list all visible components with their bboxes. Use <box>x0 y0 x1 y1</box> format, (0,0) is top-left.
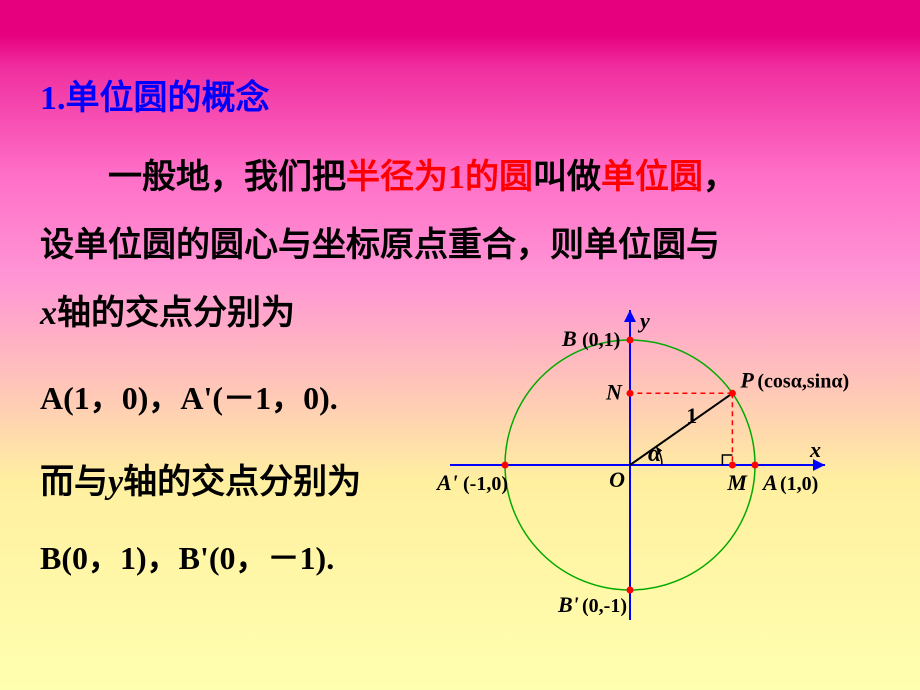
svg-text:y: y <box>637 308 650 333</box>
svg-text:M: M <box>726 470 748 495</box>
text-pre: 一般地，我们把 <box>108 159 346 196</box>
paragraph-1: 一般地，我们把半径为1的圆叫做单位圆， <box>40 144 880 212</box>
svg-text:P: P <box>739 367 754 392</box>
svg-text:N: N <box>605 379 623 404</box>
svg-text:x: x <box>809 437 821 462</box>
x-var: x <box>40 295 57 332</box>
svg-text:B: B <box>561 326 577 351</box>
text-radius: 半径为1的圆 <box>346 159 533 196</box>
svg-text:A: A <box>761 470 778 495</box>
svg-text:α: α <box>648 441 662 467</box>
text-tail: ， <box>703 159 737 196</box>
svg-text:O: O <box>609 467 625 492</box>
svg-text:1: 1 <box>686 403 697 428</box>
svg-text:(1,0): (1,0) <box>780 473 818 495</box>
text-between: 叫做 <box>533 159 601 196</box>
svg-text:(0,-1): (0,-1) <box>582 595 627 617</box>
text-4a: 而与 <box>40 464 108 501</box>
paragraph-2: 设单位圆的圆心与坐标原点重合，则单位圆与 <box>40 212 880 280</box>
text-unitcircle: 单位圆 <box>601 159 703 196</box>
unit-circle-diagram: y x O B(0,1) B'(0,-1) A(1,0) A'(-1,0) P(cosα,si… <box>415 295 895 655</box>
svg-text:(0,1): (0,1) <box>582 329 620 351</box>
svg-text:(-1,0): (-1,0) <box>463 473 508 495</box>
svg-text:(cosα,sinα): (cosα,sinα) <box>757 370 849 392</box>
svg-text:A': A' <box>435 470 458 495</box>
svg-text:B': B' <box>557 592 579 617</box>
section-title: 1.单位圆的概念 <box>40 70 880 119</box>
y-var: y <box>108 464 123 501</box>
text-4b: 轴的交点分别为 <box>123 464 361 501</box>
text-3b: 轴的交点分别为 <box>57 295 295 332</box>
